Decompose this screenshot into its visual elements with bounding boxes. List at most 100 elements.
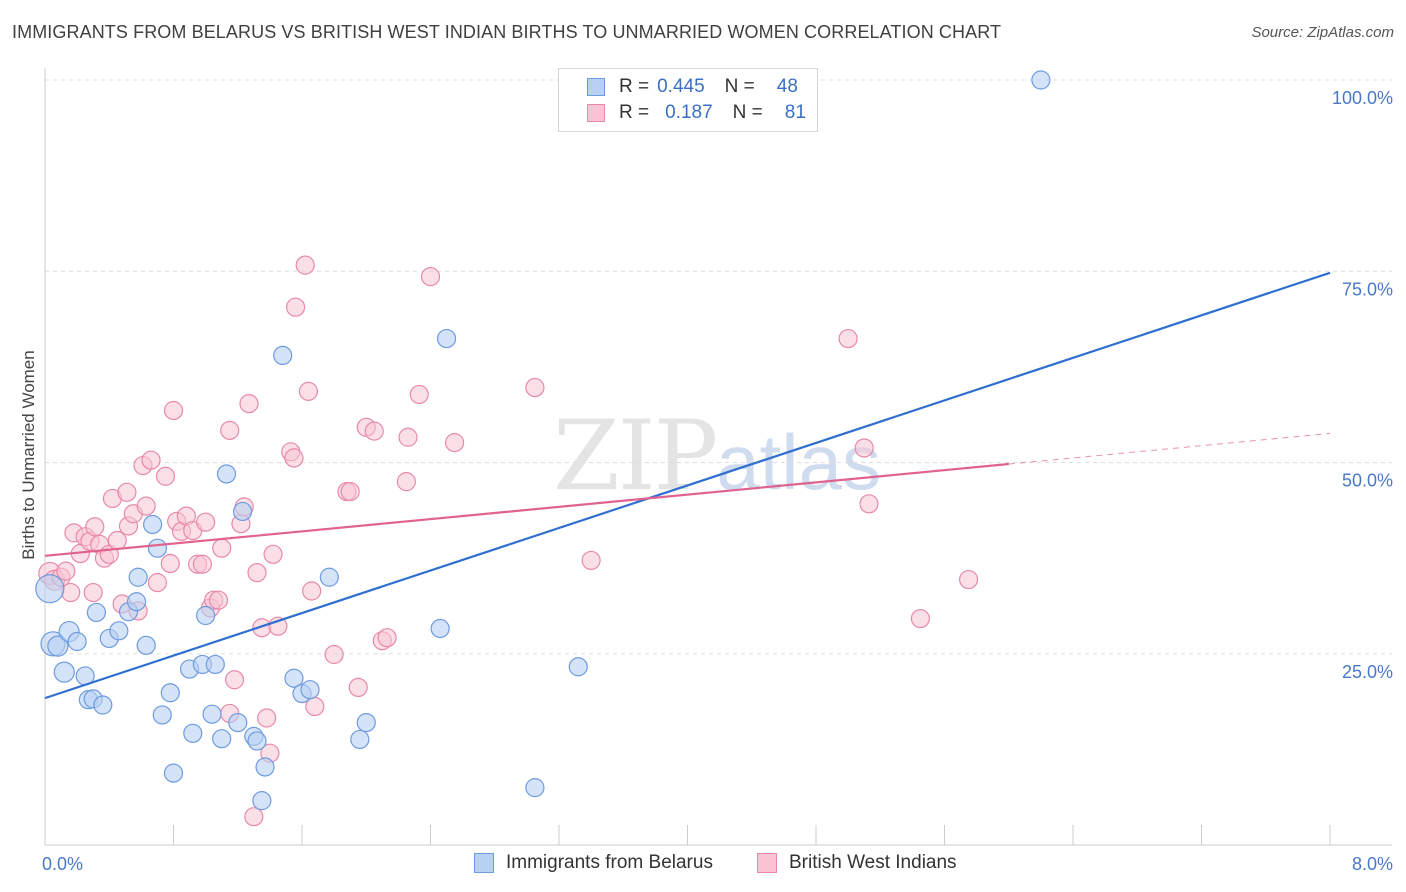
point-immigrants-from-belarus — [212, 729, 232, 749]
point-immigrants-from-belarus — [319, 567, 339, 587]
point-immigrants-from-belarus — [109, 621, 129, 641]
legend-n-value: 48 — [776, 76, 798, 97]
legend-r-label: R = — [619, 76, 650, 97]
point-immigrants-from-belarus — [202, 704, 222, 724]
bottom-legend-label-belarus: Immigrants from Belarus — [506, 852, 713, 873]
point-british-west-indians — [224, 670, 245, 690]
point-immigrants-from-belarus — [147, 538, 168, 558]
point-british-west-indians — [239, 393, 259, 414]
point-british-west-indians — [525, 377, 545, 398]
legend-n-label: N = — [732, 102, 763, 123]
point-immigrants-from-belarus — [53, 661, 75, 683]
point-british-west-indians — [910, 608, 931, 629]
x-tick-label: 0.0% — [42, 854, 83, 874]
legend-row-bwi: R = 0.187 N = 81 — [587, 100, 806, 126]
point-british-west-indians — [364, 421, 384, 441]
legend-row-belarus: R = 0.445 N = 48 — [587, 74, 798, 100]
point-immigrants-from-belarus — [196, 605, 216, 626]
point-immigrants-from-belarus — [128, 567, 148, 587]
point-british-west-indians — [141, 450, 161, 470]
point-british-west-indians — [257, 708, 277, 728]
point-immigrants-from-belarus — [228, 712, 248, 733]
point-immigrants-from-belarus — [525, 778, 545, 798]
point-british-west-indians — [147, 573, 168, 593]
point-immigrants-from-belarus — [1031, 70, 1051, 90]
y-tick-label: 25.0% — [1342, 662, 1393, 682]
y-tick-label: 75.0% — [1342, 279, 1393, 299]
point-immigrants-from-belarus — [232, 501, 253, 522]
point-british-west-indians — [859, 494, 879, 514]
grid-lines — [45, 79, 1392, 655]
legend-n-value: 81 — [784, 102, 806, 123]
point-immigrants-from-belarus — [126, 592, 147, 612]
point-immigrants-from-belarus — [247, 731, 267, 751]
point-british-west-indians — [396, 472, 417, 492]
point-british-west-indians — [409, 384, 429, 405]
trend-line-bwi-extension — [1008, 432, 1331, 465]
point-british-west-indians — [377, 628, 397, 648]
legend-r-value: 0.187 — [665, 102, 713, 123]
legend-swatch-bwi — [587, 104, 605, 122]
point-immigrants-from-belarus — [252, 791, 272, 811]
y-axis-title: Births to Unmarried Women — [19, 350, 38, 559]
point-british-west-indians — [244, 807, 264, 827]
series-immigrants-from-belarus — [35, 70, 1051, 811]
point-british-west-indians — [160, 553, 180, 574]
point-british-west-indians — [444, 433, 465, 453]
point-immigrants-from-belarus — [183, 723, 203, 743]
point-immigrants-from-belarus — [152, 705, 172, 725]
point-british-west-indians — [220, 420, 240, 440]
point-immigrants-from-belarus — [350, 729, 370, 750]
point-british-west-indians — [324, 644, 344, 665]
point-british-west-indians — [581, 550, 601, 571]
point-immigrants-from-belarus — [143, 514, 163, 535]
point-british-west-indians — [284, 448, 304, 468]
point-immigrants-from-belarus — [430, 618, 450, 639]
trend-line-bwi — [44, 462, 1009, 557]
legend-r-value: 0.445 — [657, 76, 705, 97]
point-immigrants-from-belarus — [255, 757, 275, 777]
point-immigrants-from-belarus — [160, 683, 180, 703]
point-immigrants-from-belarus — [273, 345, 293, 365]
point-immigrants-from-belarus — [568, 657, 588, 677]
point-british-west-indians — [298, 381, 319, 401]
point-british-west-indians — [247, 563, 267, 583]
point-british-west-indians — [208, 590, 229, 610]
axes — [44, 68, 1392, 846]
point-immigrants-from-belarus — [67, 631, 87, 652]
series-british-west-indians — [38, 255, 979, 827]
point-british-west-indians — [958, 569, 979, 590]
point-british-west-indians — [163, 400, 184, 421]
point-british-west-indians — [212, 538, 232, 558]
point-immigrants-from-belarus — [300, 680, 320, 700]
bottom-swatch-bwi — [757, 853, 777, 873]
trend-lines — [44, 271, 1331, 700]
x-tick-label: 8.0% — [1352, 854, 1393, 874]
point-immigrants-from-belarus — [216, 464, 237, 484]
chart-title: IMMIGRANTS FROM BELARUS VS BRITISH WEST … — [12, 22, 1002, 42]
point-british-west-indians — [196, 512, 216, 532]
point-immigrants-from-belarus — [356, 712, 376, 733]
point-british-west-indians — [295, 255, 315, 275]
tick-labels: 25.0% 50.0% 75.0% 100.0% 0.0% 8.0% — [42, 88, 1393, 874]
point-british-west-indians — [340, 481, 360, 502]
trend-line-belarus — [44, 271, 1331, 700]
y-tick-label: 50.0% — [1342, 471, 1393, 491]
point-immigrants-from-belarus — [86, 602, 107, 623]
bottom-legend-belarus: Immigrants from Belarus — [474, 852, 713, 874]
legend-n-label: N = — [724, 76, 755, 97]
point-british-west-indians — [107, 530, 127, 551]
point-british-west-indians — [85, 517, 105, 537]
point-british-west-indians — [117, 482, 137, 502]
y-tick-label: 100.0% — [1332, 88, 1393, 108]
point-immigrants-from-belarus — [136, 635, 156, 655]
point-british-west-indians — [136, 496, 156, 516]
source-credit: Source: ZipAtlas.com — [1251, 24, 1394, 41]
bottom-legend-bwi: British West Indians — [757, 852, 957, 874]
point-british-west-indians — [838, 328, 858, 349]
point-british-west-indians — [420, 267, 441, 287]
point-british-west-indians — [192, 554, 213, 574]
point-immigrants-from-belarus — [205, 654, 225, 675]
legend-swatch-belarus — [587, 78, 605, 96]
